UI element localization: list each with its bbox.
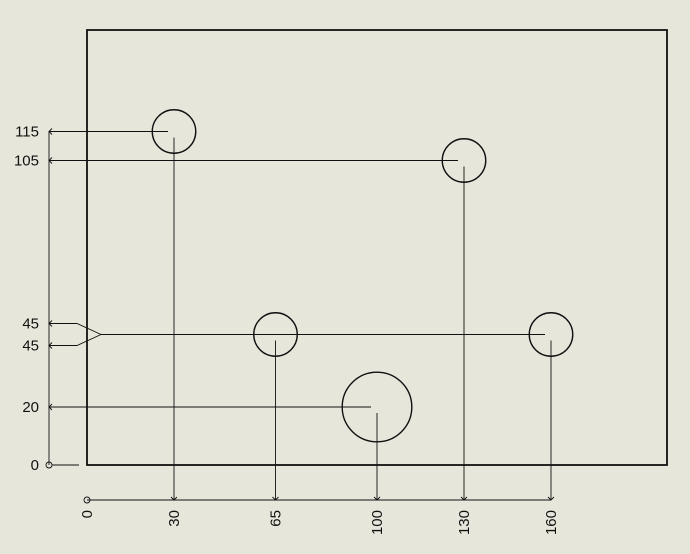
y-jogged-leader — [49, 334, 102, 346]
x-dimension-label: 160 — [543, 510, 560, 535]
x-dimension-label: 65 — [268, 510, 285, 527]
x-dimension-tick — [547, 496, 555, 501]
y-dimension-tick — [48, 320, 53, 327]
y-dimension-tick — [48, 157, 53, 164]
y-dimension-label: 0 — [31, 457, 39, 474]
y-dimension-tick — [48, 403, 53, 411]
x-dimension-tick — [460, 496, 468, 501]
x-origin-marker — [83, 496, 91, 504]
x-dimension-tick — [373, 496, 381, 501]
y-dimension-tick — [48, 342, 53, 349]
x-dimension-label: 0 — [79, 510, 96, 518]
x-dimension-label: 30 — [166, 510, 183, 527]
y-dimension-label: 105 — [14, 153, 39, 170]
x-dimension-label: 130 — [456, 510, 473, 535]
y-dimension-label: 45 — [22, 338, 39, 355]
x-dimension-tick — [170, 496, 178, 501]
y-dimension-tick — [48, 128, 53, 135]
y-dimension-label: 115 — [15, 124, 39, 141]
x-dimension-tick — [272, 496, 279, 501]
y-dimension-label: 20 — [22, 399, 39, 416]
y-dimension-label: 45 — [22, 316, 39, 333]
y-jogged-leader — [49, 323, 102, 335]
x-dimension-label: 100 — [369, 510, 386, 535]
